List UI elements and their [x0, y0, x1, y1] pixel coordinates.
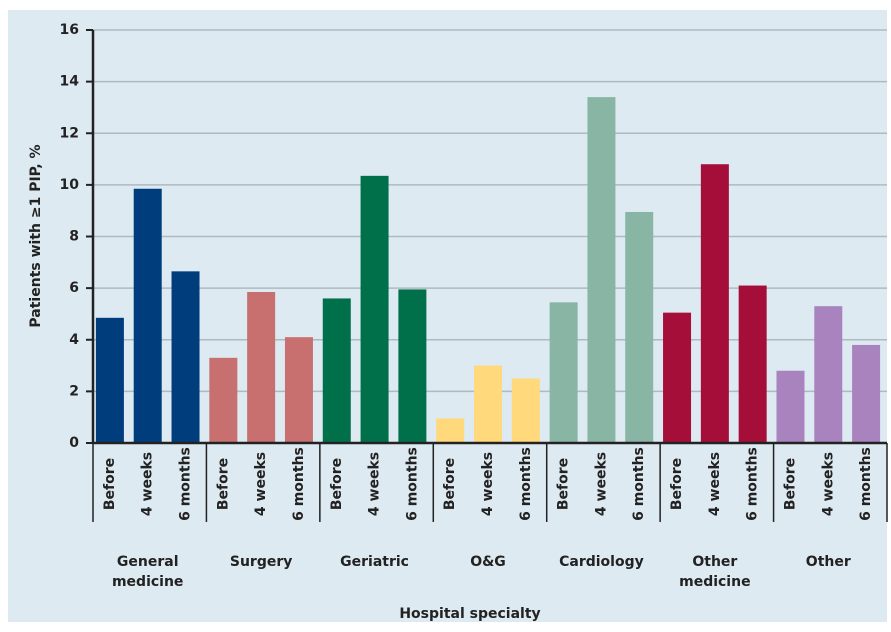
bar-label: 6 months [178, 447, 194, 521]
group-label: Other medicine [679, 554, 751, 590]
bar-label: 4 weeks [253, 452, 269, 516]
bar [549, 302, 578, 443]
bar-label: Before [329, 458, 345, 510]
bar-label: 6 months [858, 447, 874, 521]
y-tick-label: 0 [69, 435, 79, 451]
bar [852, 344, 881, 443]
bar-label: 4 weeks [707, 452, 723, 516]
bar [700, 164, 729, 443]
y-tick-label: 14 [60, 74, 80, 90]
y-axis-label: Patients with ≥1 PIP, % [28, 144, 44, 327]
bar-label: 4 weeks [367, 452, 383, 516]
bar [776, 370, 805, 443]
y-tick-label: 16 [60, 22, 79, 38]
bar [663, 312, 692, 443]
bar [322, 298, 351, 443]
y-tick-label: 10 [60, 177, 80, 193]
bar [360, 175, 389, 443]
group-label: Cardiology [559, 554, 644, 570]
bar [814, 306, 843, 443]
bar-label: 4 weeks [820, 452, 836, 516]
bar-label: 6 months [404, 447, 420, 521]
group-label: Geriatric [340, 554, 409, 570]
group-label: O&G [470, 554, 506, 570]
bar [209, 357, 238, 443]
bar-label: 4 weeks [593, 452, 609, 516]
group-label: Surgery [229, 554, 293, 570]
bar-label: Before [102, 458, 118, 510]
bar [247, 291, 276, 443]
bar-label: 6 months [291, 447, 307, 521]
bar-label: 6 months [745, 447, 761, 521]
y-tick-label: 4 [69, 332, 79, 348]
group-label: General medicine [111, 554, 184, 590]
bar [284, 337, 313, 443]
bar [625, 211, 654, 443]
bar-label: 4 weeks [140, 452, 156, 516]
bar-label: 4 weeks [480, 452, 496, 516]
bar [738, 285, 767, 443]
bar-label: Before [669, 458, 685, 510]
bar [171, 271, 200, 443]
bar [133, 188, 162, 443]
bar [587, 97, 616, 444]
bar [436, 418, 465, 443]
bar [511, 378, 540, 443]
bar-label: Before [782, 458, 798, 510]
y-tick-label: 6 [69, 280, 79, 296]
bar [95, 317, 124, 443]
bar-label: 6 months [518, 447, 534, 521]
y-tick-label: 2 [69, 383, 79, 399]
bar [398, 289, 427, 443]
x-axis-label: Hospital specialty [399, 606, 540, 622]
bar-label: Before [442, 458, 458, 510]
y-tick-label: 8 [69, 229, 79, 245]
group-label: Other [805, 554, 851, 570]
bar-label: Before [215, 458, 231, 510]
bar-label: Before [556, 458, 572, 510]
y-tick-label: 12 [60, 125, 79, 141]
bar-label: 6 months [631, 447, 647, 521]
bar [474, 365, 502, 443]
